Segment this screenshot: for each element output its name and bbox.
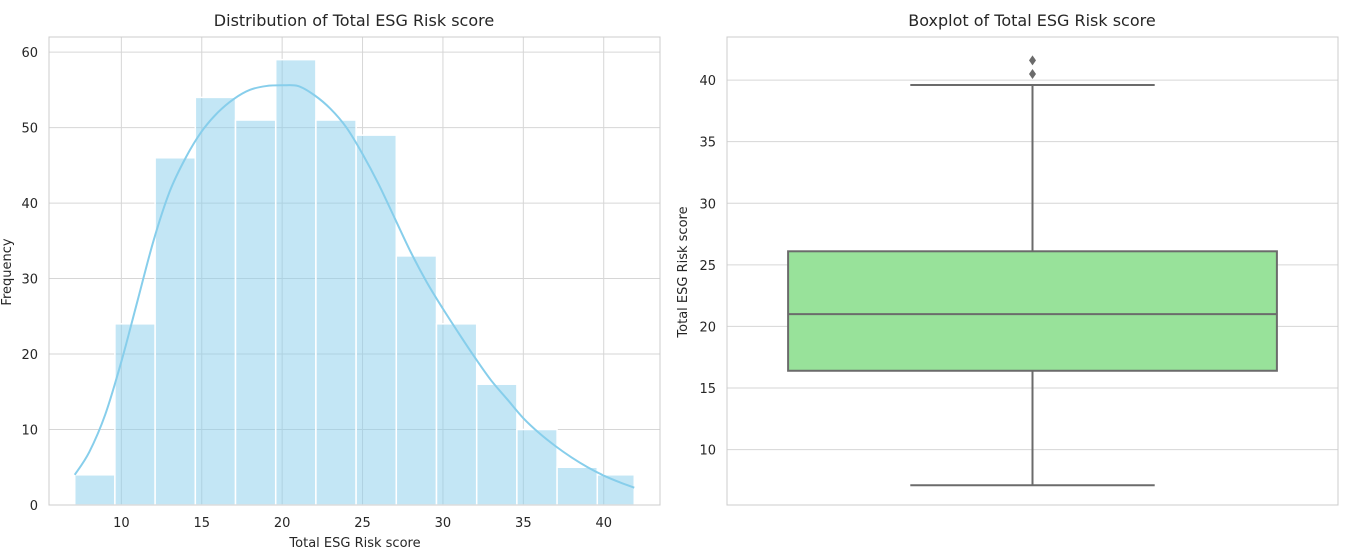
histogram-bar bbox=[395, 255, 438, 506]
y-tick-label: 40 bbox=[21, 197, 38, 212]
histogram-title: Distribution of Total ESG Risk score bbox=[214, 11, 494, 30]
histogram-bar bbox=[315, 119, 357, 506]
histogram-bar bbox=[556, 466, 599, 506]
histogram-bar bbox=[194, 96, 237, 506]
histogram-bar bbox=[114, 323, 156, 506]
histogram-panel: Distribution of Total ESG Risk score 10 1… bbox=[0, 11, 661, 551]
x-tick-label: 15 bbox=[193, 516, 210, 531]
outlier-point bbox=[1029, 68, 1036, 79]
histogram-bar bbox=[596, 474, 636, 506]
y-tick-label: 30 bbox=[699, 197, 716, 212]
histogram-bar bbox=[274, 58, 317, 506]
y-tick-label: 20 bbox=[699, 320, 716, 335]
boxplot-y-ticks: 10 15 20 25 30 35 40 bbox=[699, 74, 716, 458]
y-tick-label: 35 bbox=[699, 136, 716, 151]
histogram-bar bbox=[234, 119, 277, 506]
histogram-bars bbox=[73, 58, 636, 506]
boxplot-title: Boxplot of Total ESG Risk score bbox=[908, 11, 1155, 30]
x-tick-label: 20 bbox=[274, 516, 291, 531]
y-tick-label: 15 bbox=[699, 382, 716, 397]
y-tick-label: 30 bbox=[21, 273, 38, 288]
outlier-point bbox=[1029, 55, 1036, 66]
y-tick-label: 60 bbox=[21, 46, 38, 61]
histogram-x-ticks: 10 15 20 25 30 35 40 bbox=[113, 516, 612, 531]
histogram-bar bbox=[154, 157, 197, 506]
histogram-bar bbox=[73, 474, 116, 506]
histogram-x-label: Total ESG Risk score bbox=[288, 536, 420, 551]
histogram-y-ticks: 0 10 20 30 40 50 60 bbox=[21, 46, 38, 514]
boxplot-y-label: Total ESG Risk score bbox=[676, 206, 691, 338]
x-tick-label: 10 bbox=[113, 516, 130, 531]
y-tick-label: 20 bbox=[21, 348, 38, 363]
y-tick-label: 10 bbox=[21, 424, 38, 439]
y-tick-label: 0 bbox=[30, 499, 38, 514]
y-tick-label: 25 bbox=[699, 259, 716, 274]
histogram-frame bbox=[48, 36, 661, 506]
x-tick-label: 35 bbox=[515, 516, 532, 531]
histogram-bar bbox=[516, 428, 558, 506]
histogram-bar bbox=[355, 134, 398, 506]
y-tick-label: 40 bbox=[699, 74, 716, 89]
x-tick-label: 40 bbox=[595, 516, 612, 531]
boxplot-panel: Boxplot of Total ESG Risk score 10 15 20 25… bbox=[676, 11, 1339, 506]
x-tick-label: 25 bbox=[354, 516, 371, 531]
kde-curve bbox=[73, 84, 635, 489]
boxplot-elements bbox=[787, 55, 1278, 487]
interquartile-box bbox=[787, 250, 1278, 372]
y-tick-label: 10 bbox=[699, 444, 716, 459]
y-tick-label: 50 bbox=[21, 122, 38, 137]
x-tick-label: 30 bbox=[435, 516, 452, 531]
histogram-y-label: Frequency bbox=[0, 238, 15, 305]
boxplot-frame bbox=[726, 36, 1339, 506]
